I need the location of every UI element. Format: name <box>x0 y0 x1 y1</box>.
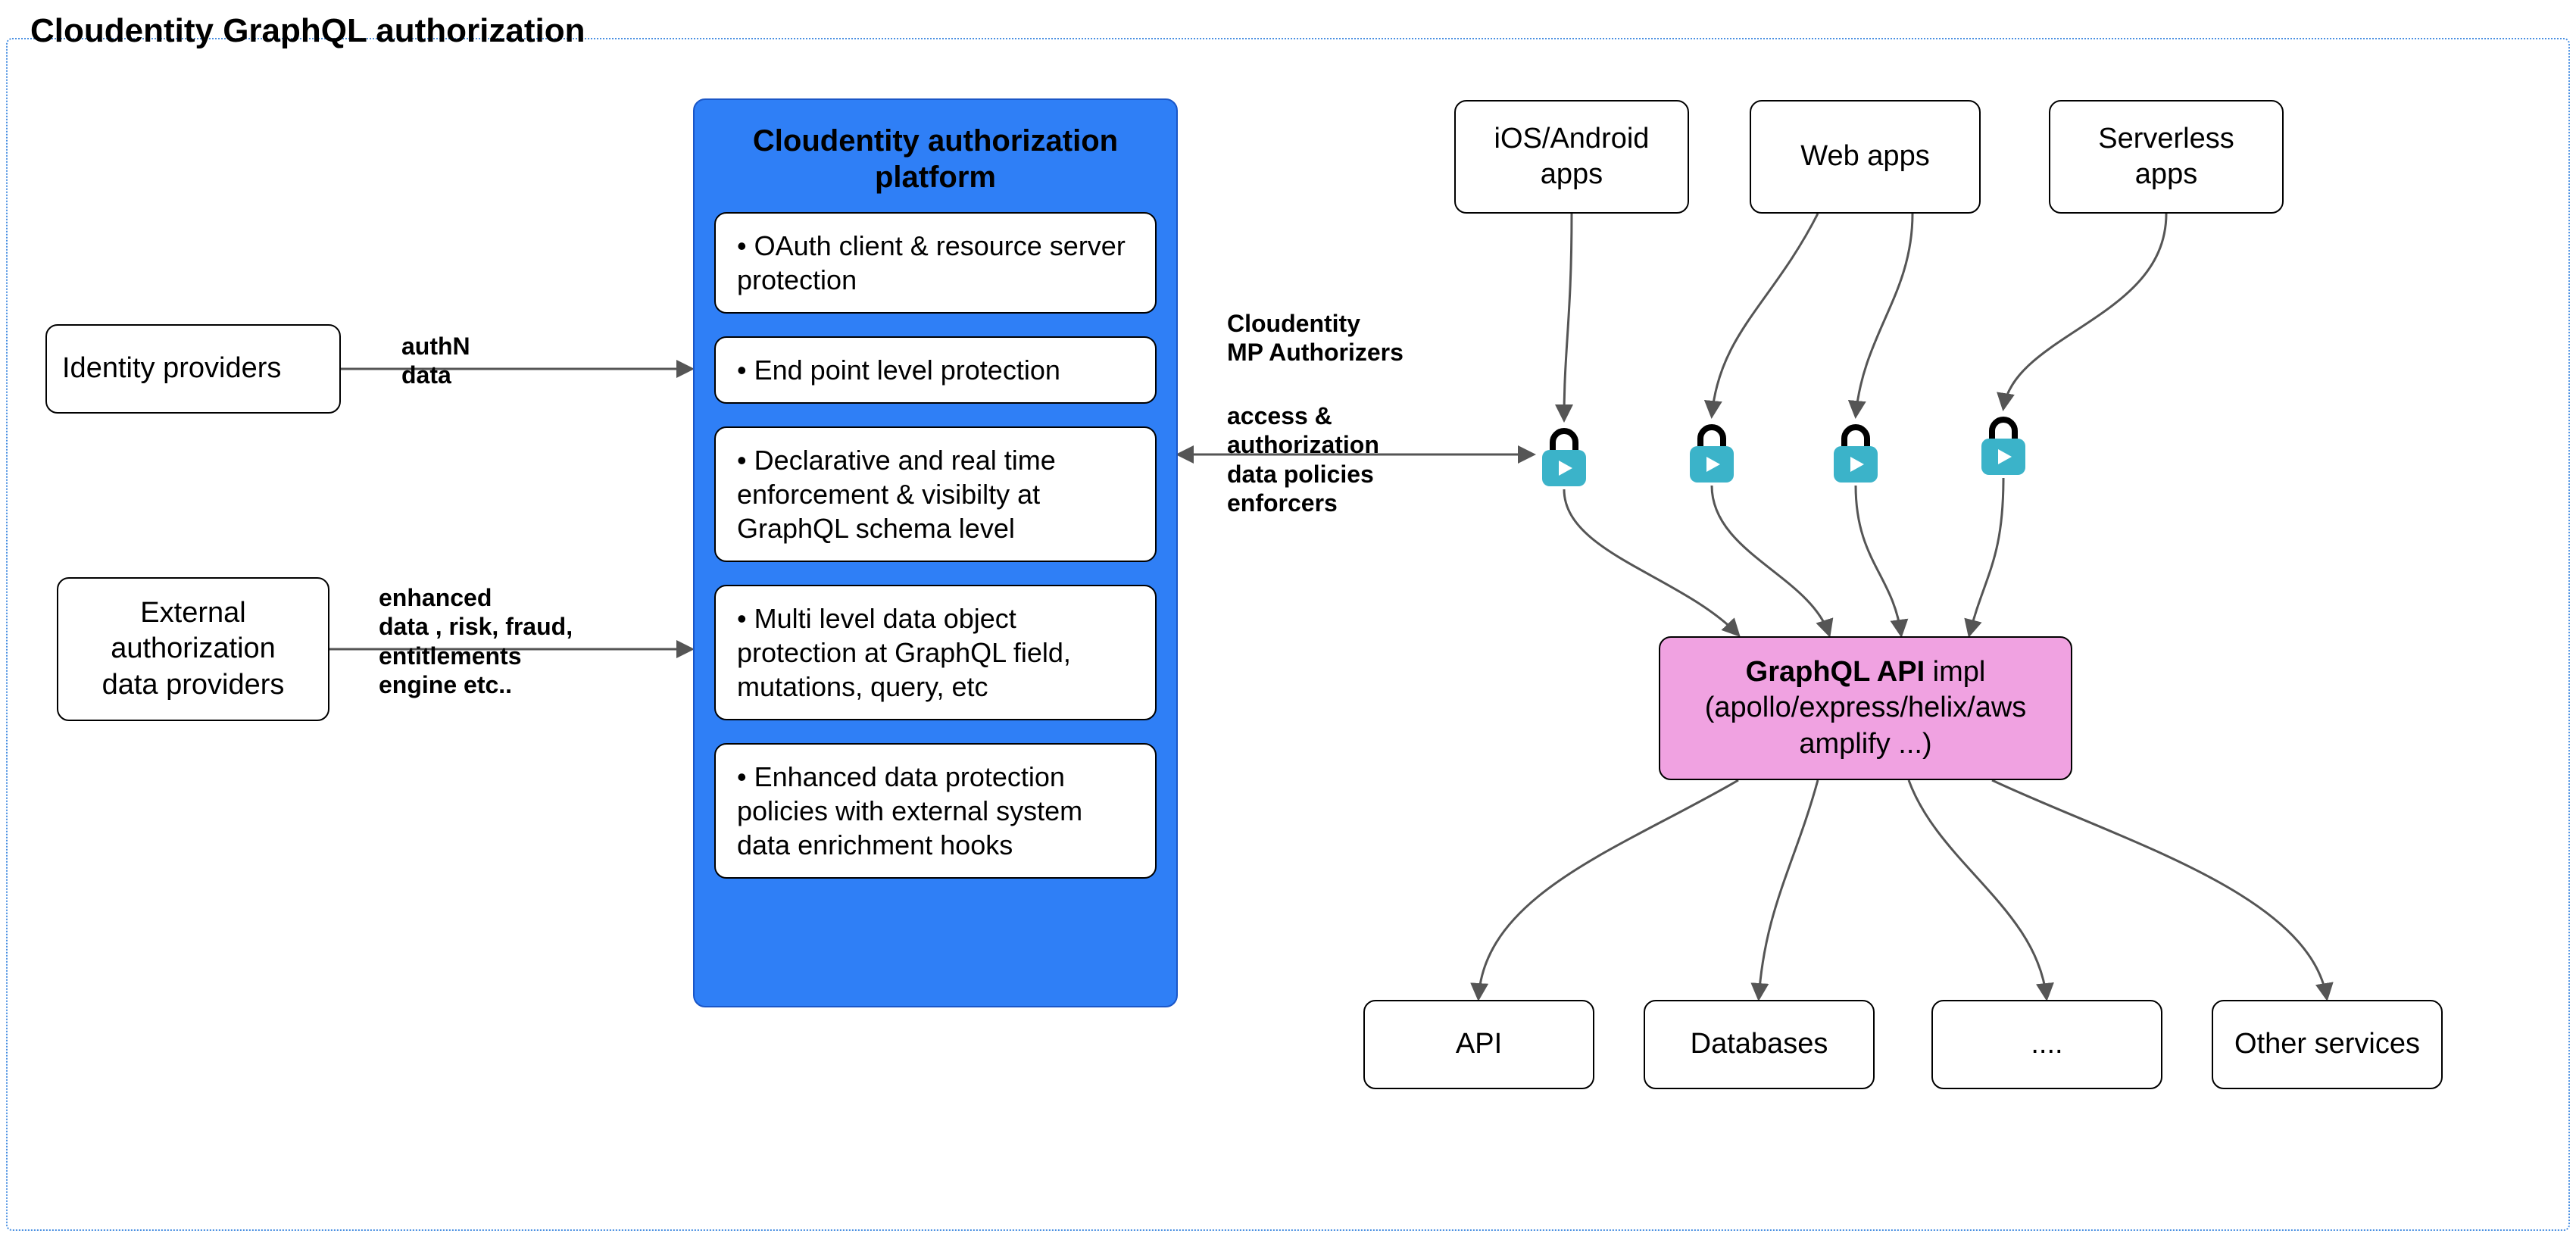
diagram-title: Cloudentity GraphQL authorization <box>30 12 585 50</box>
feature-text: End point level protection <box>737 354 1060 386</box>
feature-text: Declarative and real time enforcement & … <box>737 445 1056 544</box>
node-external-auth-data-providers: Externalauthorizationdata providers <box>57 577 329 721</box>
platform-feature: End point level protection <box>714 336 1157 404</box>
node-label: Externalauthorizationdata providers <box>102 595 285 704</box>
node-serverless-apps: Serverlessapps <box>2049 100 2284 214</box>
node-label: Databases <box>1691 1026 1828 1063</box>
node-web-apps: Web apps <box>1750 100 1981 214</box>
lock-icon <box>1538 424 1591 485</box>
node-identity-providers: Identity providers <box>45 324 341 414</box>
node-ios-android-apps: iOS/Androidapps <box>1454 100 1689 214</box>
node-label: Other services <box>2234 1026 2420 1063</box>
edge-label-mp-authorizers: CloudentityMP Authorizers <box>1227 309 1404 367</box>
node-label: iOS/Androidapps <box>1494 121 1650 193</box>
node-label: .... <box>2031 1026 2062 1063</box>
node-label: Identity providers <box>62 351 281 387</box>
node-api: API <box>1363 1000 1594 1089</box>
node-databases: Databases <box>1644 1000 1875 1089</box>
platform-feature: Multi level data object protection at Gr… <box>714 585 1157 720</box>
platform-feature: OAuth client & resource server protectio… <box>714 212 1157 314</box>
lock-icon <box>1829 420 1882 481</box>
node-label-bold: GraphQL API <box>1746 656 1925 688</box>
node-label: GraphQL API impl(apollo/express/helix/aw… <box>1705 654 2027 763</box>
platform-title: Cloudentity authorizationplatform <box>714 123 1157 195</box>
node-label: API <box>1456 1026 1502 1063</box>
edge-label-authn: authNdata <box>401 332 470 390</box>
edge-label-access-policies: access &authorizationdata policiesenforc… <box>1227 401 1379 518</box>
feature-text: Enhanced data protection policies with e… <box>737 761 1082 860</box>
platform-feature: Enhanced data protection policies with e… <box>714 743 1157 879</box>
node-other-services: Other services <box>2212 1000 2443 1089</box>
lock-icon <box>1685 420 1738 481</box>
node-label: Web apps <box>1800 139 1929 175</box>
platform-feature: Declarative and real time enforcement & … <box>714 426 1157 562</box>
platform-panel: Cloudentity authorizationplatform OAuth … <box>693 98 1178 1007</box>
lock-icon <box>1977 413 2030 473</box>
platform-feature-list: OAuth client & resource server protectio… <box>714 212 1157 879</box>
node-label: Serverlessapps <box>2098 121 2234 193</box>
node-ellipsis: .... <box>1931 1000 2162 1089</box>
feature-text: Multi level data object protection at Gr… <box>737 603 1071 702</box>
feature-text: OAuth client & resource server protectio… <box>737 230 1126 295</box>
edge-label-enhanced-data: enhanceddata , risk, fraud,entitlementse… <box>379 583 573 700</box>
node-graphql-api: GraphQL API impl(apollo/express/helix/aw… <box>1659 636 2072 780</box>
